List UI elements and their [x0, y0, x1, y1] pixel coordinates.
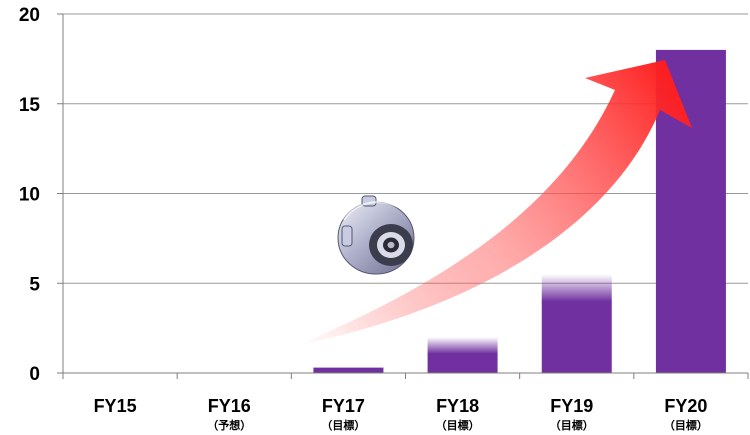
y-tick-labels: 0 5 10 15 20 — [19, 5, 41, 385]
x-category-label: FY15 — [94, 396, 137, 416]
bar-FY19-fade — [541, 274, 612, 302]
x-category-label: FY17 — [322, 396, 365, 416]
x-category-sublabel: （目標） — [436, 418, 480, 432]
x-category-sublabel: （目標） — [321, 418, 365, 432]
x-category-label: FY18 — [436, 396, 479, 416]
x-category-label: FY19 — [550, 396, 593, 416]
axes — [57, 13, 749, 379]
x-category-label: FY16 — [208, 396, 251, 416]
x-category-sublabel: （目標） — [664, 418, 708, 432]
bar-FY18-fade — [427, 337, 498, 354]
y-tick-label: 5 — [29, 274, 40, 295]
y-tick-label: 15 — [19, 95, 41, 116]
growth-arrow — [298, 60, 692, 345]
bar-FY17 — [313, 367, 384, 373]
y-tick-label: 10 — [19, 185, 40, 206]
x-category-labels: FY15 FY16 （予想） FY17 （目標） FY18 （目標） FY19 （目標） FY20… — [94, 396, 708, 432]
y-tick-label: 20 — [19, 5, 40, 26]
x-category-sublabel: （目標） — [550, 418, 594, 432]
x-category-sublabel: （予想） — [207, 418, 251, 432]
bar-FY19 — [541, 301, 612, 373]
bar-FY18 — [427, 353, 498, 373]
gridlines — [63, 13, 748, 284]
motor-image-icon — [337, 195, 415, 275]
growth-arrow-shape — [298, 60, 692, 345]
y-tick-label: 0 — [29, 364, 40, 385]
x-category-label: FY20 — [664, 396, 707, 416]
